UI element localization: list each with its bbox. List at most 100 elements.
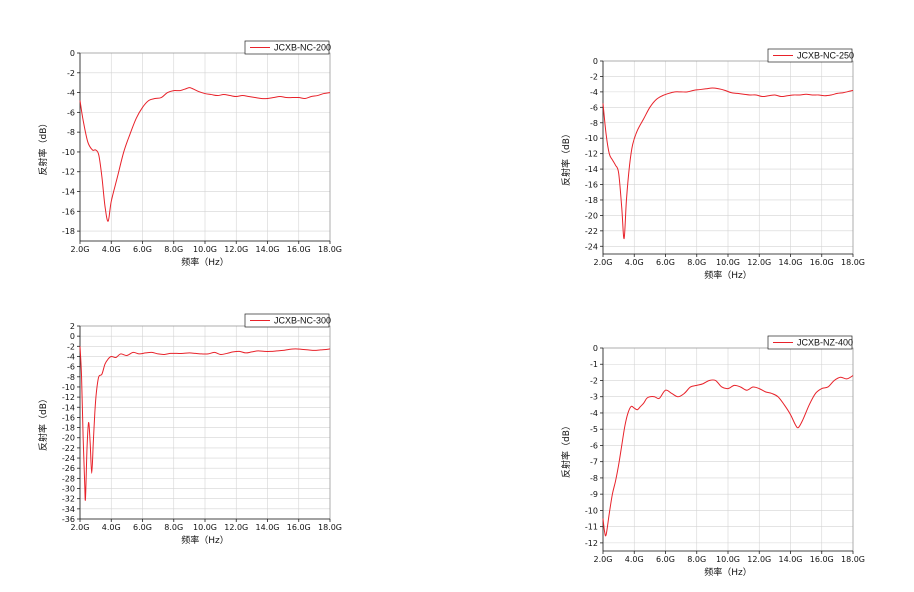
grid [602, 347, 854, 551]
y-axis-label: 反射率（dB） [560, 129, 572, 186]
y-tick-label: -3 [590, 393, 598, 402]
x-tick-label: 16.0G [287, 523, 311, 532]
x-tick-label: 14.0G [778, 555, 802, 564]
x-tick-label: 6.0G [133, 523, 152, 532]
x-tick-label: 4.0G [102, 245, 121, 254]
y-tick-label: -6 [67, 363, 75, 372]
y-tick-label: -30 [62, 485, 75, 494]
x-tick-label: 6.0G [656, 555, 675, 564]
chart-panel-2: 2.0G 4.0G 6.0G 8.0G 10.0G 12.0G 14.0G 16.0G 18.0… [560, 48, 865, 281]
x-tick-label: 8.0G [164, 523, 183, 532]
x-tick-label: 14.0G [255, 523, 279, 532]
x-tick-label: 6.0G [133, 245, 152, 254]
x-tick-label: 2.0G [71, 523, 90, 532]
y-tick-label: -10 [62, 148, 75, 157]
y-tick-label: -26 [62, 464, 75, 473]
y-tick-label: -4 [67, 352, 75, 361]
y-tick-label: -4 [590, 409, 598, 418]
y-tick-label: 0 [593, 57, 598, 66]
x-tick-label: 18.0G [318, 523, 342, 532]
x-tick-label: 8.0G [687, 555, 706, 564]
legend-box [244, 313, 330, 328]
y-tick-label: -6 [590, 441, 598, 450]
y-axis-label: 反射率（dB） [37, 119, 49, 176]
series-line [79, 87, 331, 222]
legend: JCXB-NZ-400 [767, 335, 853, 350]
y-tick-label: -20 [62, 434, 75, 443]
chart-panel-3: 2.0G 4.0G 6.0G 8.0G 10.0G 12.0G 14.0G 16.0G 18.0… [37, 313, 342, 546]
y-tick-label: -10 [585, 506, 598, 515]
y-tick-label: 2 [70, 322, 75, 331]
x-axis-label: 频率（Hz） [704, 566, 752, 578]
y-tick-label: -2 [67, 69, 75, 78]
x-tick-label: 8.0G [687, 258, 706, 267]
chart-panel-1: 2.0G 4.0G 6.0G 8.0G 10.0G 12.0G 14.0G 16.0G 18.0… [37, 40, 342, 268]
legend-label: JCXB-NZ-400 [797, 338, 853, 348]
legend-label: JCXB-NC-300 [274, 316, 331, 326]
y-tick-label: -5 [590, 425, 598, 434]
y-tick-label: -20 [585, 211, 598, 220]
y-tick-label: -4 [590, 88, 598, 97]
x-tick-label: 12.0G [747, 258, 771, 267]
y-tick-label: -34 [62, 505, 75, 514]
x-tick-label: 4.0G [625, 258, 644, 267]
x-axis-label: 频率（Hz） [181, 256, 229, 268]
y-tick-label: -6 [67, 108, 75, 117]
x-tick-label: 14.0G [255, 245, 279, 254]
legend-label: JCXB-NC-200 [274, 43, 331, 53]
y-tick-label: -6 [590, 103, 598, 112]
x-tick-label: 18.0G [841, 258, 865, 267]
y-tick-label: -12 [585, 539, 598, 548]
y-tick-label: -16 [62, 413, 75, 422]
x-tick-label: 4.0G [625, 555, 644, 564]
y-axis-label: 反射率（dB） [37, 394, 49, 451]
x-tick-label: 2.0G [594, 555, 613, 564]
legend-box [244, 40, 330, 55]
x-tick-label: 18.0G [841, 555, 865, 564]
x-tick-label: 16.0G [810, 555, 834, 564]
x-tick-label: 8.0G [164, 245, 183, 254]
series-line [79, 346, 331, 501]
y-tick-label: -7 [590, 458, 598, 467]
x-tick-label: 18.0G [318, 245, 342, 254]
x-tick-label: 10.0G [193, 523, 217, 532]
x-tick-label: 10.0G [716, 258, 740, 267]
x-tick-label: 4.0G [102, 523, 121, 532]
y-tick-label: -2 [590, 72, 598, 81]
y-tick-label: -2 [67, 342, 75, 351]
x-tick-label: 10.0G [716, 555, 740, 564]
legend: JCXB-NC-300 [244, 313, 331, 328]
legend-box [767, 335, 853, 350]
x-tick-label: 10.0G [193, 245, 217, 254]
series-line [602, 375, 854, 537]
series-line [602, 87, 854, 240]
y-tick-label: -12 [62, 168, 75, 177]
y-axis-label: 反射率（dB） [560, 421, 572, 478]
y-tick-label: -9 [590, 490, 598, 499]
y-tick-label: -18 [62, 227, 75, 236]
y-tick-label: -12 [585, 150, 598, 159]
x-tick-label: 2.0G [71, 245, 90, 254]
y-tick-label: -22 [62, 444, 75, 453]
y-tick-label: -2 [590, 376, 598, 385]
y-tick-label: 0 [593, 344, 598, 353]
y-tick-label: -14 [62, 403, 75, 412]
y-tick-label: -14 [62, 188, 75, 197]
y-tick-label: -16 [585, 181, 598, 190]
y-tick-label: -8 [590, 474, 598, 483]
y-tick-label: -10 [62, 383, 75, 392]
y-tick-label: -24 [62, 454, 75, 463]
y-tick-label: -16 [62, 207, 75, 216]
y-tick-label: -4 [67, 89, 75, 98]
y-tick-label: -32 [62, 495, 75, 504]
x-axis-label: 频率（Hz） [181, 534, 229, 546]
x-tick-label: 16.0G [287, 245, 311, 254]
x-tick-label: 14.0G [778, 258, 802, 267]
x-tick-label: 2.0G [594, 258, 613, 267]
y-tick-label: -18 [62, 424, 75, 433]
y-tick-label: -8 [67, 128, 75, 137]
grid [79, 52, 331, 241]
y-tick-label: -8 [67, 373, 75, 382]
y-tick-label: 0 [70, 332, 75, 341]
grid [602, 60, 854, 254]
